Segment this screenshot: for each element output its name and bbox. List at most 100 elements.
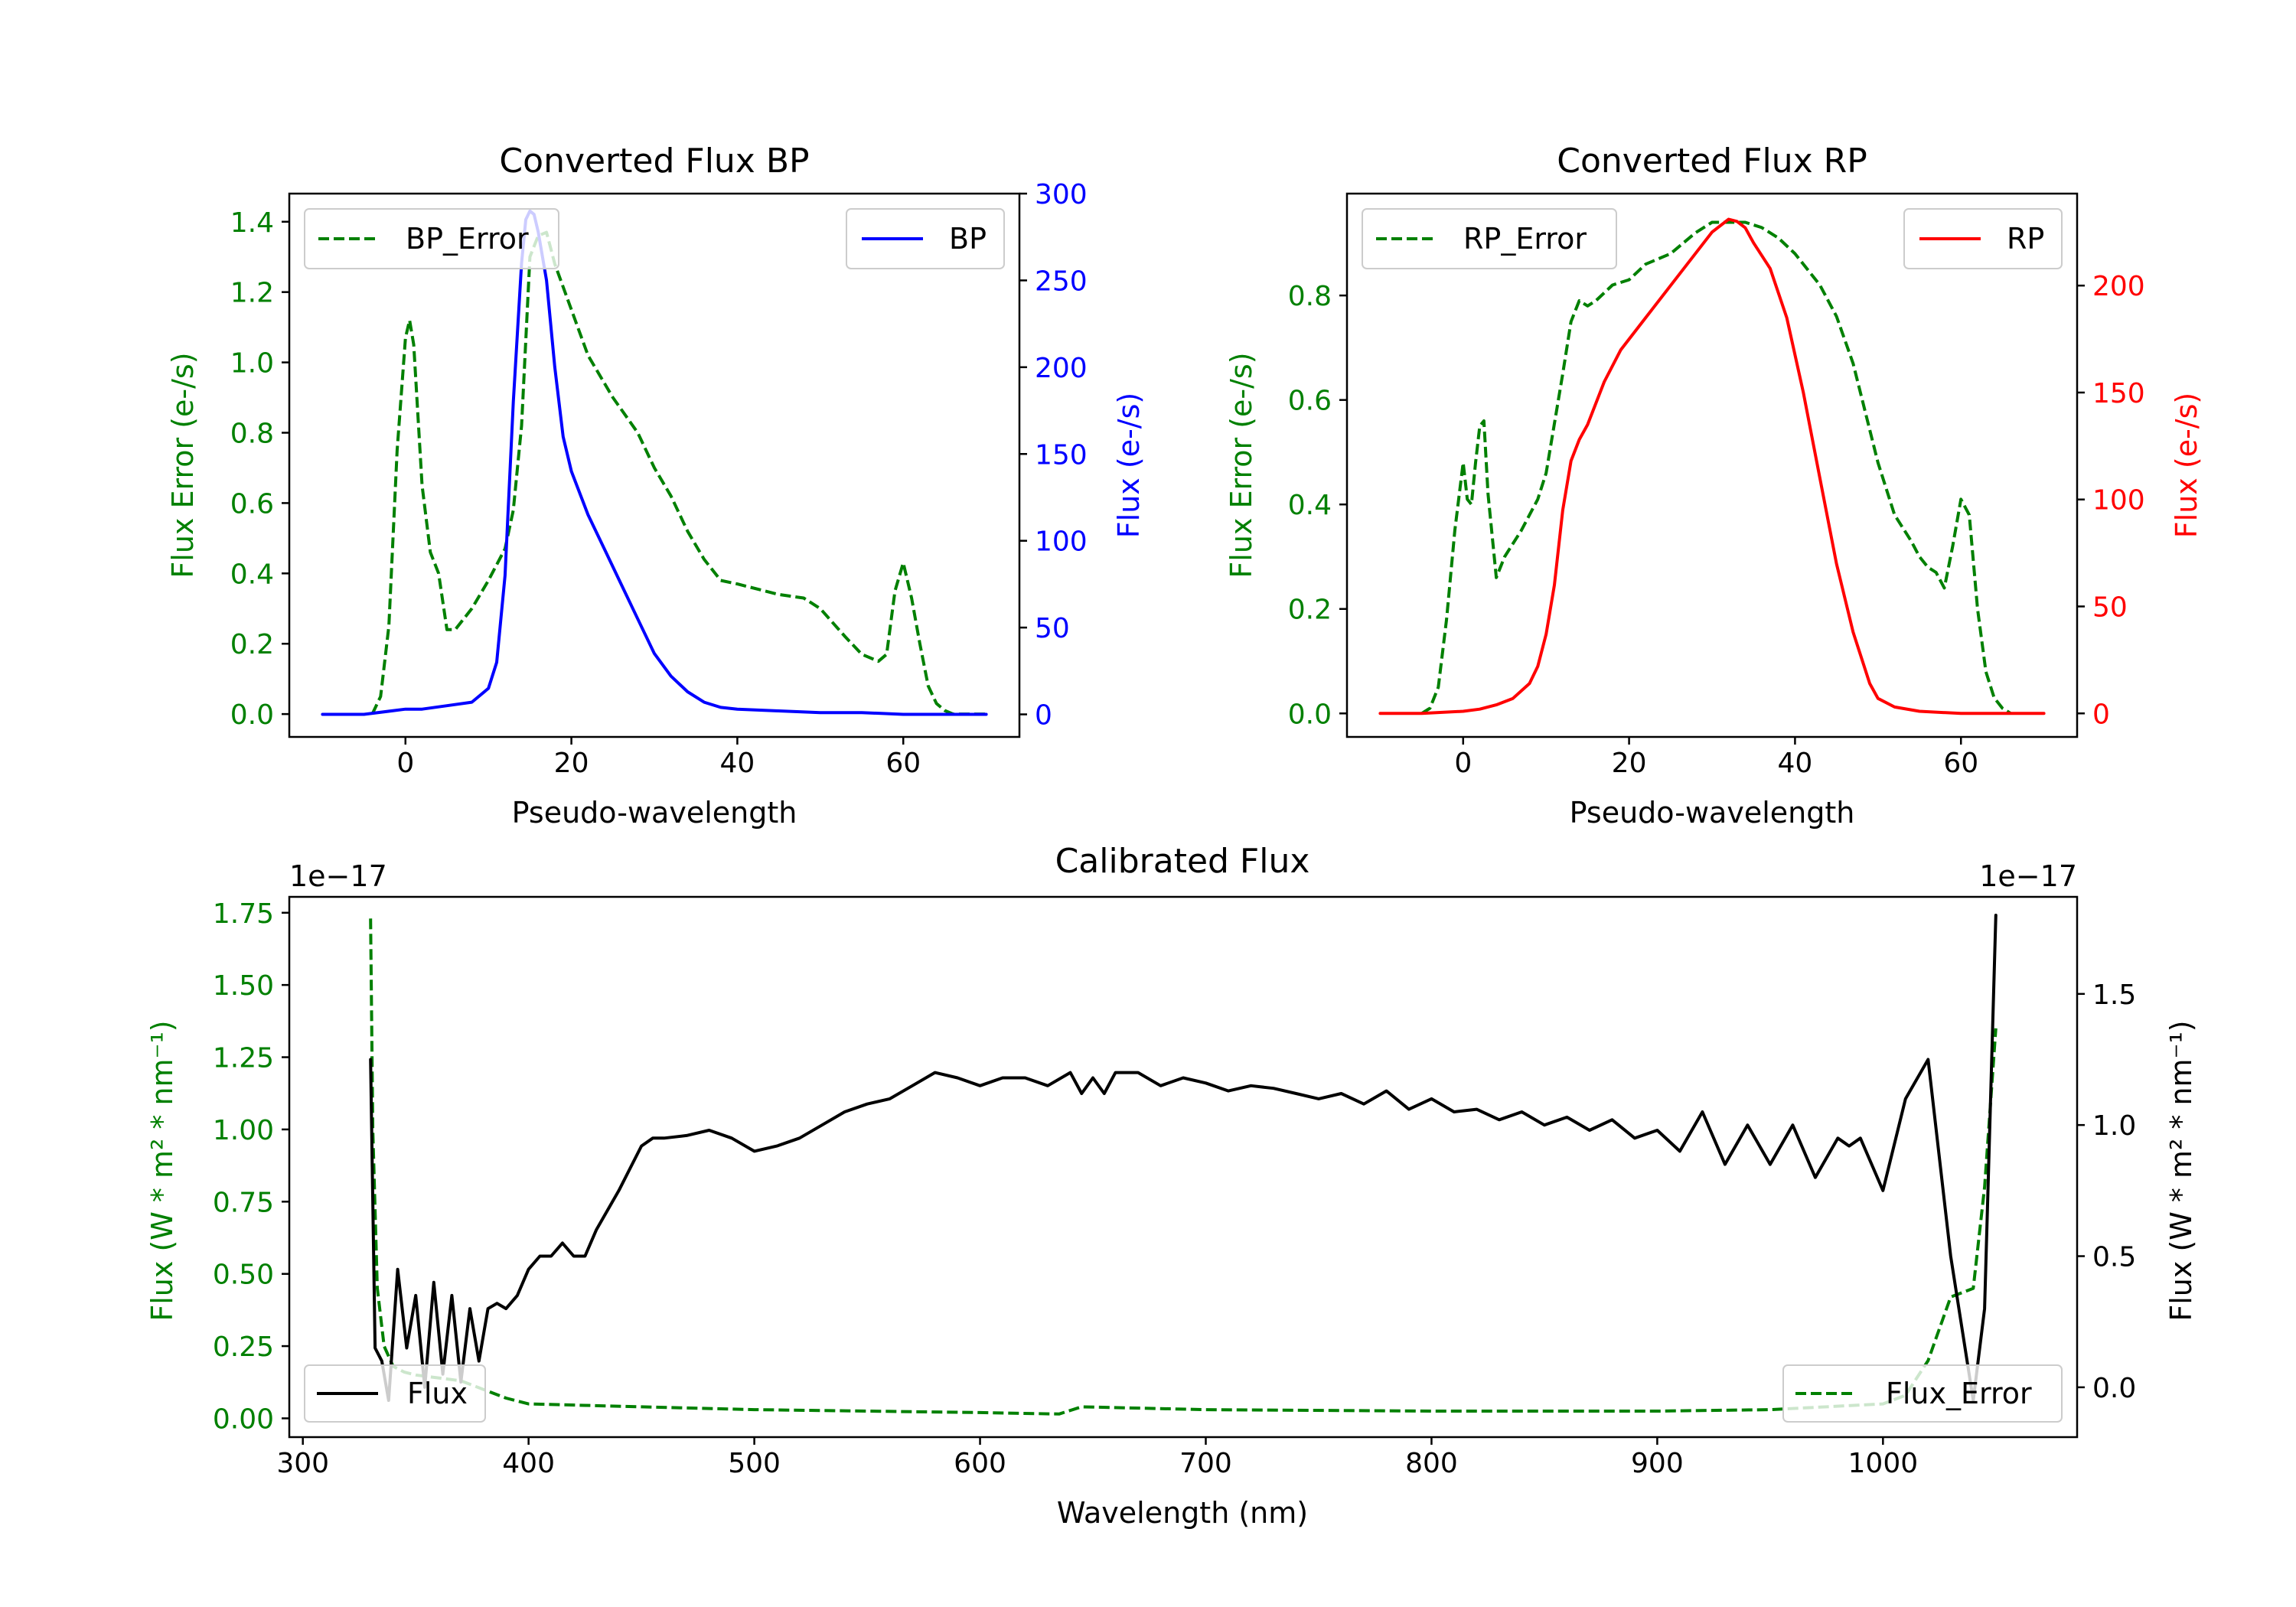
y-tick-label-left: 1.50: [213, 970, 274, 1002]
x-axis-label: Wavelength (nm): [1057, 1496, 1308, 1530]
legend-box: [846, 208, 1005, 269]
x-tick-label: 300: [276, 1448, 329, 1479]
y-tick-label-right: 100: [1035, 526, 1088, 558]
y-tick-label-right: 0: [1035, 700, 1052, 732]
chart-calibrated-flux: Calibrated Flux Wavelength (nm) Flux (W …: [145, 842, 2198, 1530]
y-tick-label-right: 100: [2092, 485, 2145, 517]
legend-label-rp: RP: [2007, 222, 2044, 256]
y-tick-label-left: 0.25: [213, 1332, 274, 1363]
y-tick-label-left: 1.4: [230, 207, 274, 239]
y-tick-label-left: 0.8: [230, 418, 274, 449]
legend-label-bp-error: BP_Error: [406, 222, 529, 256]
y-axis-label-left: Flux Error (e-/s): [166, 352, 200, 578]
y-tick-label-right: 300: [1035, 179, 1088, 210]
y-axis-offset-left: 1e−17: [289, 859, 387, 893]
y-tick-label-left: 1.0: [230, 348, 274, 380]
series-layer: [1378, 217, 2046, 715]
y-tick-label-right: 200: [2092, 271, 2145, 302]
y-tick-label-left: 1.25: [213, 1043, 274, 1074]
y-axis-offset-right: 1e−17: [1979, 859, 2077, 893]
x-tick-label: 400: [502, 1448, 555, 1479]
y-tick-label-right: 200: [1035, 353, 1088, 384]
x-tick-label: 60: [1943, 748, 1978, 779]
x-axis-label: Pseudo-wavelength: [1570, 796, 1855, 830]
x-tick-label: 40: [720, 748, 755, 779]
y-axis-label-left: Flux (W * m² * nm⁻¹): [145, 1020, 179, 1321]
y-tick-label-left: 0.2: [230, 629, 274, 660]
y-axis-label-left: Flux Error (e-/s): [1225, 352, 1258, 578]
legend-right: BP: [846, 208, 1005, 269]
legend-left: RP_Error: [1362, 208, 1617, 269]
x-tick-label: 40: [1778, 748, 1813, 779]
y-tick-label-right: 0: [2092, 699, 2110, 730]
tick-layer: 0 20 40 60 0.0 0.2 0.4 0.6 0.8 0 50 100 150 200: [1288, 271, 2145, 779]
legend-label-flux-error: Flux_Error: [1886, 1377, 2032, 1410]
series-line-bp-error: [370, 230, 987, 716]
legend-label-rp-error: RP_Error: [1463, 222, 1587, 256]
x-tick-label: 600: [954, 1448, 1006, 1479]
legend-box: [304, 1364, 486, 1423]
legend-box: [1362, 208, 1617, 269]
x-tick-label: 0: [1454, 748, 1472, 779]
x-tick-label: 1000: [1848, 1448, 1919, 1479]
tick-layer: 300 400 500 600 700 800 900 1000 0.00 0.25 0.50 0.7…: [213, 898, 2136, 1479]
y-tick-label-left: 0.0: [230, 699, 274, 731]
series-line-flux: [369, 914, 1998, 1402]
x-tick-label: 500: [728, 1448, 781, 1479]
series-layer: [369, 914, 1998, 1416]
plot-frame: [288, 192, 1021, 738]
y-tick-label-left: 0.2: [1288, 595, 1332, 626]
legend-label-bp: BP: [949, 222, 987, 256]
x-tick-label: 20: [1612, 748, 1647, 779]
legend-left: Flux: [304, 1364, 486, 1423]
y-tick-label-left: 0.00: [213, 1403, 274, 1435]
x-tick-label: 800: [1405, 1448, 1458, 1479]
y-tick-label-left: 0.4: [230, 559, 274, 590]
chart-title: Converted Flux RP: [1557, 142, 1867, 181]
chart-title: Converted Flux BP: [499, 142, 809, 181]
y-tick-label-left: 0.50: [213, 1260, 274, 1291]
x-tick-label: 0: [396, 748, 414, 779]
y-tick-label-left: 0.4: [1288, 490, 1332, 521]
y-tick-label-left: 1.75: [213, 898, 274, 930]
x-tick-label: 20: [554, 748, 589, 779]
y-tick-label-right: 150: [1035, 439, 1088, 471]
y-axis-label-right: Flux (e-/s): [2170, 393, 2203, 538]
y-tick-label-left: 0.6: [1288, 386, 1332, 417]
legend-left: BP_Error: [304, 208, 559, 269]
y-tick-label-left: 1.00: [213, 1115, 274, 1146]
y-tick-label-left: 0.75: [213, 1187, 274, 1218]
y-tick-label-right: 0.0: [2092, 1373, 2136, 1404]
y-tick-label-left: 0.0: [1288, 699, 1332, 730]
y-tick-label-right: 1.5: [2092, 980, 2136, 1011]
series-line-rp-error: [1420, 220, 2012, 715]
legend-box: [1782, 1364, 2063, 1423]
y-tick-label-left: 0.6: [230, 488, 274, 520]
x-axis-label: Pseudo-wavelength: [512, 796, 797, 830]
x-tick-label: 700: [1179, 1448, 1232, 1479]
plot-frame: [288, 895, 2079, 1439]
legend-label-flux: Flux: [407, 1377, 468, 1410]
series-layer: [321, 209, 988, 716]
x-tick-label: 60: [885, 748, 921, 779]
x-tick-label: 900: [1631, 1448, 1684, 1479]
y-tick-label-left: 1.2: [230, 278, 274, 309]
y-axis-label-right: Flux (W * m² * nm⁻¹): [2164, 1020, 2198, 1321]
legend-right: RP: [1903, 208, 2063, 269]
series-line-rp: [1378, 217, 2046, 715]
legend-box: [304, 208, 559, 269]
chart-title: Calibrated Flux: [1055, 842, 1310, 881]
legend-right: Flux_Error: [1782, 1364, 2063, 1423]
y-tick-label-left: 0.8: [1288, 281, 1332, 312]
y-tick-label-right: 250: [1035, 266, 1088, 297]
y-tick-label-right: 1.0: [2092, 1110, 2136, 1142]
legend-box: [1903, 208, 2063, 269]
y-tick-label-right: 0.5: [2092, 1242, 2136, 1273]
y-tick-label-right: 50: [1035, 613, 1070, 644]
y-tick-label-right: 150: [2092, 378, 2145, 409]
y-axis-label-right: Flux (e-/s): [1112, 393, 1146, 538]
chart-converted-flux-rp: Converted Flux RP Pseudo-wavelength Flux…: [1225, 142, 2203, 830]
tick-layer: 0 20 40 60 0.0 0.2 0.4 0.6 0.8 1.0 1.2 1.4 0 50 100 150…: [230, 179, 1088, 779]
y-tick-label-right: 50: [2092, 592, 2128, 623]
